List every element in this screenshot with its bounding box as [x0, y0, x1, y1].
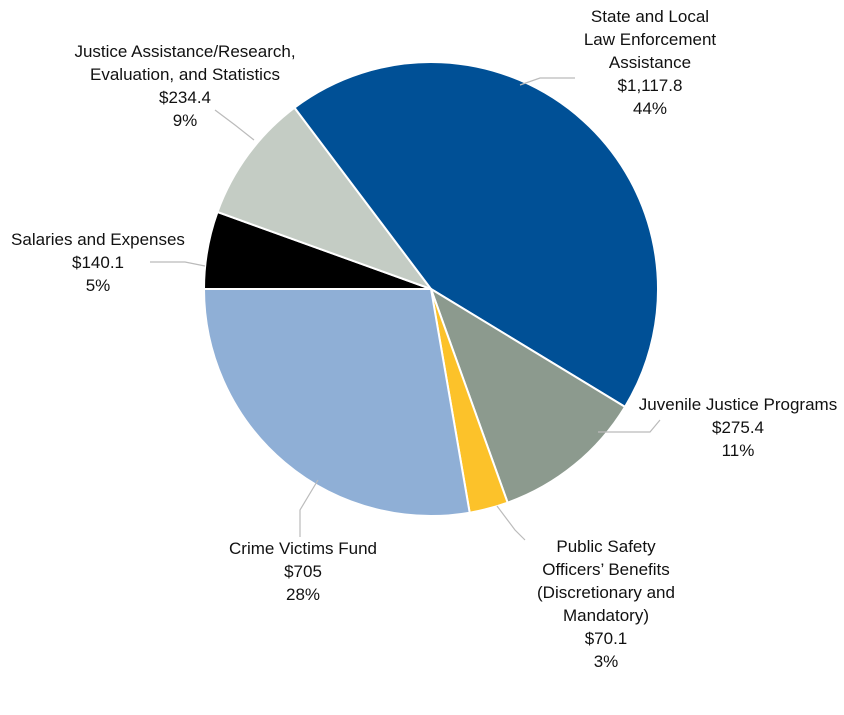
value-label: $1,117.8: [617, 76, 683, 95]
slice-label: Salaries and Expenses $140.1 5%: [0, 228, 196, 297]
leader-line: [214, 109, 255, 141]
slice-label: Crime Victims Fund $705 28%: [203, 537, 403, 606]
value-label: $234.4: [159, 88, 211, 107]
value-label: $70.1: [584, 629, 628, 648]
category-label: State and Local Law Enforcement Assistan…: [583, 7, 717, 72]
percent-label: 28%: [285, 585, 321, 604]
category-label: Justice Assistance/Research, Evaluation,…: [74, 42, 296, 84]
category-label: Crime Victims Fund: [229, 539, 377, 558]
leader-line: [299, 479, 319, 537]
leader-line: [598, 419, 661, 433]
category-label: Salaries and Expenses: [11, 230, 185, 249]
leader-line: [150, 261, 206, 267]
pie-slice: [429, 286, 627, 504]
pie-slice: [293, 61, 659, 409]
slice-label: Juvenile Justice Programs $275.4 11%: [632, 393, 844, 462]
category-label: Public Safety Officers’ Benefits (Discre…: [537, 537, 675, 625]
value-label: $705: [284, 562, 322, 581]
percent-label: 3%: [593, 652, 619, 671]
percent-label: 44%: [632, 99, 668, 118]
slice-label: State and Local Law Enforcement Assistan…: [575, 5, 725, 120]
percent-label: 11%: [721, 441, 755, 460]
percent-label: 5%: [85, 276, 111, 295]
slice-label: Justice Assistance/Research, Evaluation,…: [65, 40, 305, 132]
leader-line: [496, 505, 526, 541]
leader-line: [519, 77, 575, 86]
percent-label: 9%: [172, 111, 198, 130]
value-label: $140.1: [72, 253, 124, 272]
category-label: Juvenile Justice Programs: [638, 395, 838, 414]
pie-slice: [216, 106, 434, 292]
slice-label: Public Safety Officers’ Benefits (Discre…: [528, 535, 684, 673]
value-label: $275.4: [712, 418, 764, 437]
pie-slice: [202, 288, 471, 517]
